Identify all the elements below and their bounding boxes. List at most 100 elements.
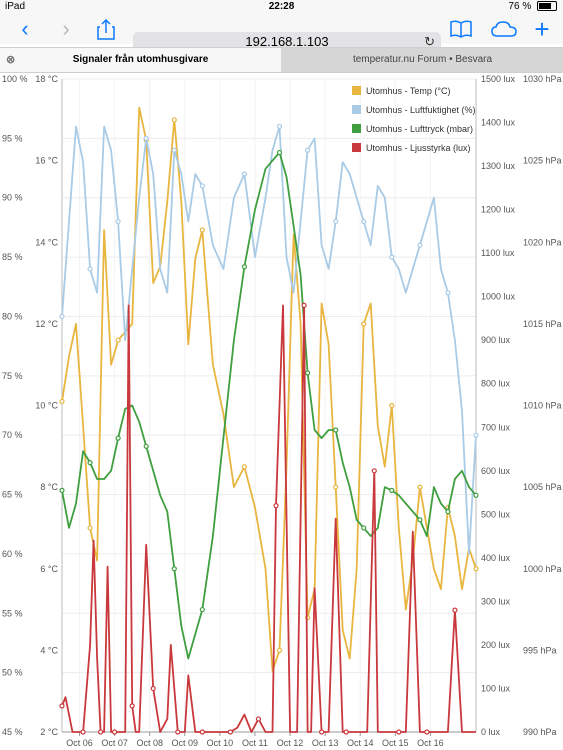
data-point [343,729,349,735]
sensor-chart: 45 % 50 % 55 % 60 % 65 % 70 % 75 % 80 % 85 % 90 %… [2,74,562,748]
data-point [361,321,367,327]
pressure-tick-label: 995 hPa [523,645,557,655]
legend-swatch [352,105,361,114]
tab-forum[interactable]: temperatur.nu Forum • Besvara [282,48,563,72]
x-tick-label: Oct 07 [101,738,128,748]
data-point [241,464,248,470]
data-point [452,607,458,613]
humidity-tick-label: 80 % [2,311,23,321]
temp-tick-label: 4 °C [40,645,58,655]
tab-signaler[interactable]: ⊗ Signaler från utomhusgivare [0,48,281,72]
data-point [115,218,121,225]
temp-tick-label: 12 °C [35,319,58,329]
lux-tick-label: 700 lux [481,422,511,432]
data-point [171,147,177,153]
clock: 22:28 [268,1,295,12]
back-chevron-icon[interactable]: ‹ [21,16,29,41]
data-point [87,266,93,272]
humidity-tick-label: 65 % [2,490,23,500]
tab-label: Signaler från utomhusgivare [72,54,209,65]
temp-tick-label: 2 °C [40,727,58,737]
lux-tick-label: 1400 lux [481,118,516,128]
x-tick-label: Oct 12 [277,738,304,748]
data-point [333,484,339,490]
data-point [445,290,451,296]
data-point [112,729,118,735]
data-point [241,264,248,270]
lux-tick-label: 900 lux [481,335,511,345]
legend-entry: Utomhus - Temp (°C) [366,86,450,96]
battery-indicator: 76 % [508,1,557,12]
battery-percent: 76 % [508,1,532,12]
x-tick-label: Oct 09 [172,738,199,748]
temp-tick-label: 16 °C [35,156,58,166]
data-point [143,135,149,141]
data-point [396,729,402,735]
data-point [473,492,479,498]
share-icon[interactable] [94,18,118,40]
data-point [389,254,395,260]
data-point [171,117,177,123]
data-point [276,647,283,653]
data-point [445,509,451,515]
pressure-tick-label: 1025 hPa [523,156,562,166]
humidity-tick-label: 100 % [2,74,28,84]
data-point [97,729,104,735]
legend-swatch [352,86,361,95]
lux-tick-label: 200 lux [481,640,511,650]
x-tick-label: Oct 14 [347,738,374,748]
data-point [361,218,367,225]
data-point [199,183,205,189]
data-point [59,487,65,493]
tab-label: temperatur.nu Forum • Besvara [352,54,493,65]
humidity-tick-label: 75 % [2,371,23,381]
tab-bar: ⊗ Signaler från utomhusgivare temperatur… [0,47,563,73]
humidity-tick-label: 45 % [2,727,23,737]
data-point [417,484,423,490]
legend-entry: Utomhus - Lufttryck (mbar) [366,124,473,134]
device-label: iPad [5,1,26,12]
data-point [304,370,311,376]
legend-entry: Utomhus - Ljusstyrka (lux) [366,143,471,153]
data-point [59,398,65,405]
data-point [389,402,395,409]
lux-tick-label: 1500 lux [481,74,516,84]
lux-tick-label: 500 lux [481,509,511,519]
data-point [304,147,311,153]
data-point [473,566,479,572]
forward-chevron-icon[interactable]: › [62,16,70,41]
x-tick-label: Oct 08 [136,738,163,748]
close-tab-icon[interactable]: ⊗ [6,54,16,66]
pressure-tick-label: 1010 hPa [523,401,562,411]
lux-tick-label: 0 lux [481,727,501,737]
bookmarks-icon[interactable] [449,18,473,40]
lux-tick-label: 800 lux [481,379,511,389]
data-point [276,149,283,156]
data-point [143,443,149,449]
data-point [424,729,430,735]
data-point [87,460,93,466]
new-tab-icon[interactable]: + [534,13,550,44]
data-point [255,716,262,722]
icloud-tabs-icon[interactable] [490,18,518,40]
data-point [241,171,248,177]
humidity-tick-label: 95 % [2,133,23,143]
data-point [333,427,339,433]
pressure-tick-label: 1020 hPa [523,237,562,247]
lux-tick-label: 1000 lux [481,292,516,302]
data-point [273,503,279,509]
battery-icon [537,1,557,12]
x-tick-label: Oct 11 [242,738,268,748]
series-line-3 [61,304,476,733]
humidity-tick-label: 55 % [2,608,23,618]
humidity-tick-label: 60 % [2,549,23,559]
data-point [417,517,423,523]
data-point [171,566,177,572]
data-point [150,685,156,692]
x-tick-label: Oct 16 [417,738,444,748]
reload-icon[interactable]: ↻ [424,34,435,49]
data-point [417,242,423,248]
data-point [389,487,395,493]
data-point [371,468,377,474]
lux-tick-label: 1200 lux [481,205,516,215]
